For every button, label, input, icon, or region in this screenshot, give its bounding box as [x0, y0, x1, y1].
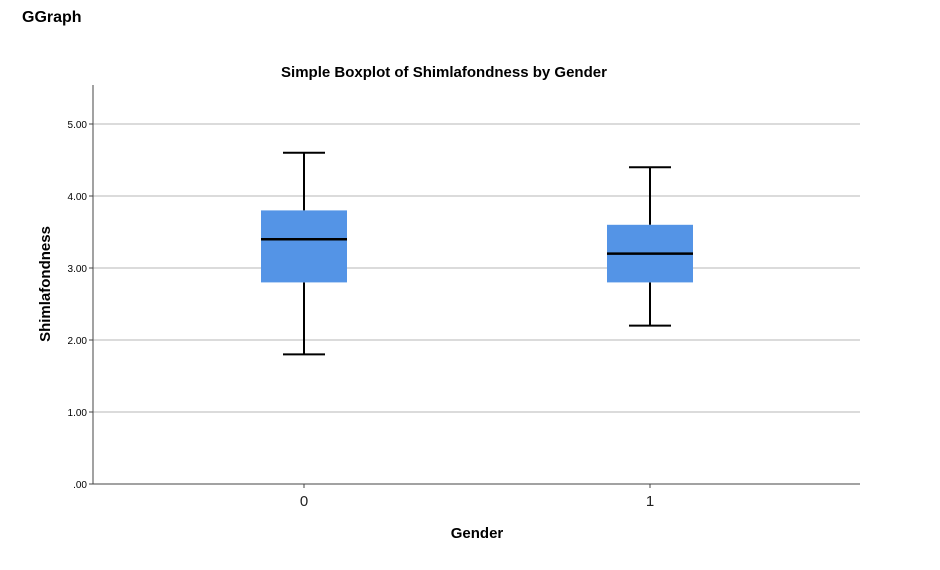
- y-tick-label-1: 1.00: [68, 408, 88, 419]
- page-heading: GGraph: [22, 9, 82, 26]
- x-tick-label-0: 0: [300, 493, 308, 510]
- y-tick-label-0: .00: [73, 480, 87, 491]
- y-tick-label-3: 3.00: [68, 264, 88, 275]
- y-tick-label-5: 5.00: [68, 120, 88, 131]
- x-tick-label-1: 1: [646, 493, 654, 510]
- y-tick-label-2: 2.00: [68, 336, 88, 347]
- box-0: [261, 210, 347, 283]
- x-axis-title: Gender: [451, 525, 504, 542]
- y-axis-title: Shimlafondness: [37, 226, 54, 342]
- chart-title: Simple Boxplot of Shimlafondness by Gend…: [281, 64, 607, 81]
- y-tick-label-4: 4.00: [68, 192, 88, 203]
